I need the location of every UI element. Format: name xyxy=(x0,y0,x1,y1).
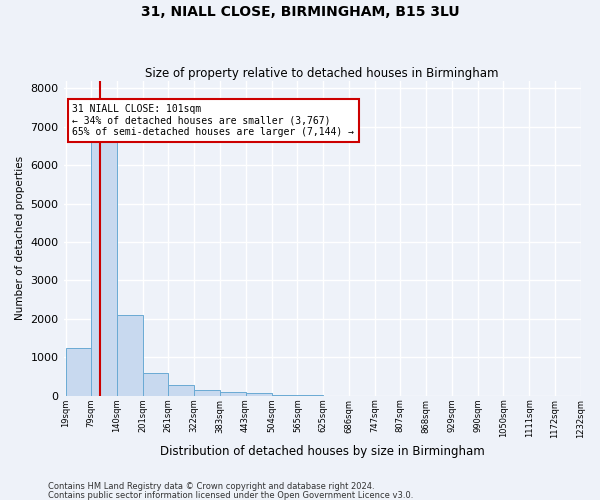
Bar xyxy=(117,315,143,396)
Bar xyxy=(194,390,220,396)
Y-axis label: Number of detached properties: Number of detached properties xyxy=(15,156,25,320)
Text: Contains public sector information licensed under the Open Government Licence v3: Contains public sector information licen… xyxy=(48,490,413,500)
X-axis label: Distribution of detached houses by size in Birmingham: Distribution of detached houses by size … xyxy=(160,444,484,458)
Bar xyxy=(91,138,117,396)
Bar xyxy=(245,393,272,396)
Bar xyxy=(220,392,245,396)
Bar xyxy=(65,348,91,396)
Text: 31 NIALL CLOSE: 101sqm
← 34% of detached houses are smaller (3,767)
65% of semi-: 31 NIALL CLOSE: 101sqm ← 34% of detached… xyxy=(73,104,355,137)
Bar xyxy=(143,374,169,396)
Bar xyxy=(169,385,194,396)
Text: Contains HM Land Registry data © Crown copyright and database right 2024.: Contains HM Land Registry data © Crown c… xyxy=(48,482,374,491)
Title: Size of property relative to detached houses in Birmingham: Size of property relative to detached ho… xyxy=(145,66,499,80)
Text: 31, NIALL CLOSE, BIRMINGHAM, B15 3LU: 31, NIALL CLOSE, BIRMINGHAM, B15 3LU xyxy=(140,5,460,19)
